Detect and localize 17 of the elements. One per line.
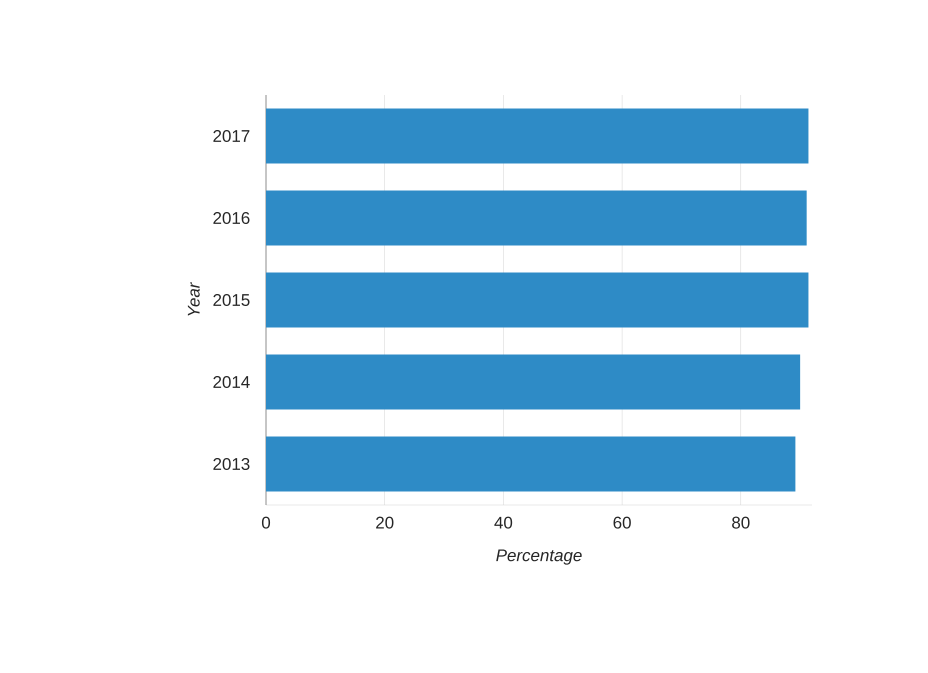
bar xyxy=(266,436,796,492)
x-tick-label: 80 xyxy=(732,516,750,529)
x-tick-label: 20 xyxy=(376,516,394,529)
y-tick-label: 2017 xyxy=(213,130,250,142)
x-axis-title: Percentage xyxy=(496,549,582,565)
x-tick-label: 40 xyxy=(494,516,512,529)
bar xyxy=(266,354,800,410)
x-tick-label: 60 xyxy=(614,516,631,529)
x-tick-label: 0 xyxy=(262,516,270,529)
y-tick-label: 2014 xyxy=(213,376,250,388)
bar xyxy=(266,190,807,246)
bar xyxy=(266,108,808,164)
y-tick-label: 2013 xyxy=(213,458,250,470)
bar xyxy=(266,272,808,328)
y-tick-label: 2016 xyxy=(213,212,250,224)
y-tick-label: 2015 xyxy=(213,294,250,306)
y-axis-title: Year xyxy=(188,282,200,316)
